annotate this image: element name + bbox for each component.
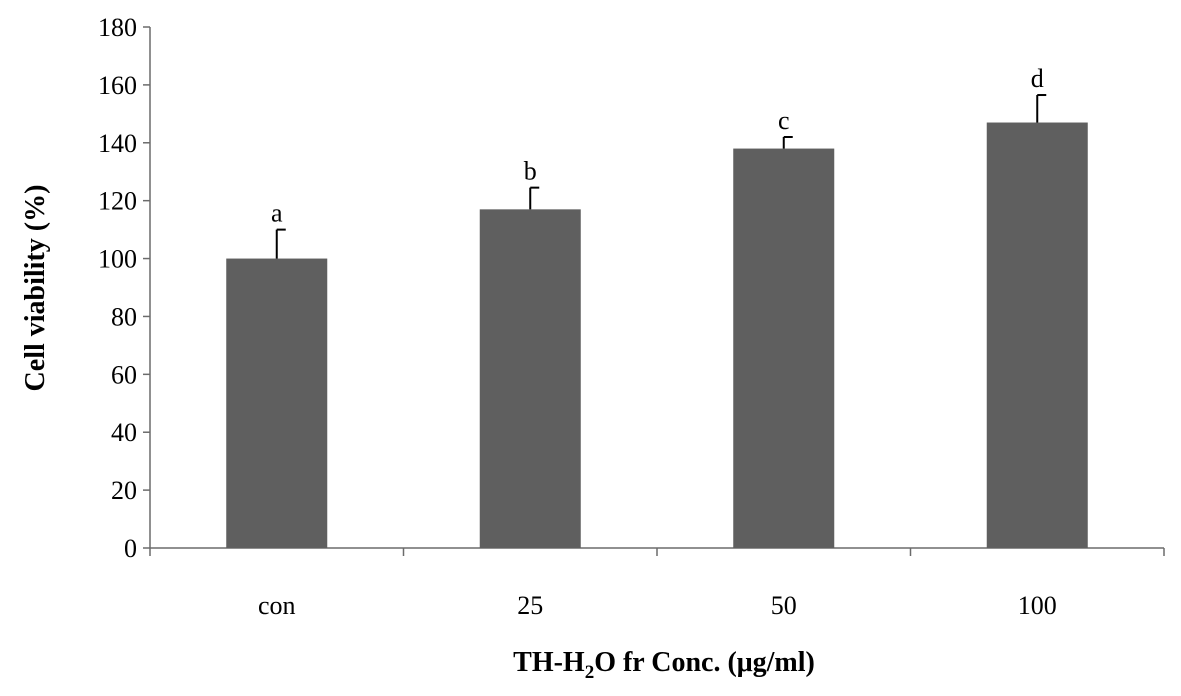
- bar: [226, 258, 328, 548]
- y-axis: 0 20 40 60 80 100 120 140 160 180: [98, 13, 151, 563]
- significance-label: c: [778, 106, 790, 135]
- y-tick-label: 60: [111, 360, 137, 389]
- x-tick-label: 100: [1018, 591, 1057, 620]
- y-tick-label: 140: [98, 129, 137, 158]
- y-tick-label: 40: [111, 418, 137, 447]
- bar: [733, 148, 835, 549]
- y-tick-label: 0: [124, 534, 137, 563]
- x-axis-title: TH-H2O fr Conc. (μg/ml): [513, 647, 815, 683]
- x-axis-title-subscript: 2: [585, 662, 595, 683]
- y-tick-label: 20: [111, 476, 137, 505]
- significance-label: a: [271, 199, 283, 228]
- y-tick-label: 120: [98, 187, 137, 216]
- x-axis: con 25 50 100: [149, 547, 1165, 620]
- x-axis-title-prefix: TH-H: [513, 647, 585, 678]
- y-tick-label: 80: [111, 302, 137, 331]
- x-axis-title-suffix: O fr Conc. (μg/ml): [594, 647, 815, 678]
- x-tick-label: 25: [517, 591, 543, 620]
- bars: [226, 122, 1088, 549]
- y-axis-title: Cell viability (%): [20, 185, 51, 392]
- significance-label: b: [524, 157, 537, 186]
- y-tick-label: 100: [98, 245, 137, 274]
- significance-labels: a b c d: [271, 64, 1044, 228]
- y-tick-label: 180: [98, 13, 137, 42]
- x-tick-label: 50: [771, 591, 797, 620]
- y-tick-label: 160: [98, 71, 137, 100]
- bar: [986, 122, 1088, 549]
- significance-label: d: [1031, 64, 1044, 93]
- x-tick-label: con: [258, 591, 296, 620]
- bar: [479, 209, 581, 548]
- error-bars: [275, 94, 1047, 259]
